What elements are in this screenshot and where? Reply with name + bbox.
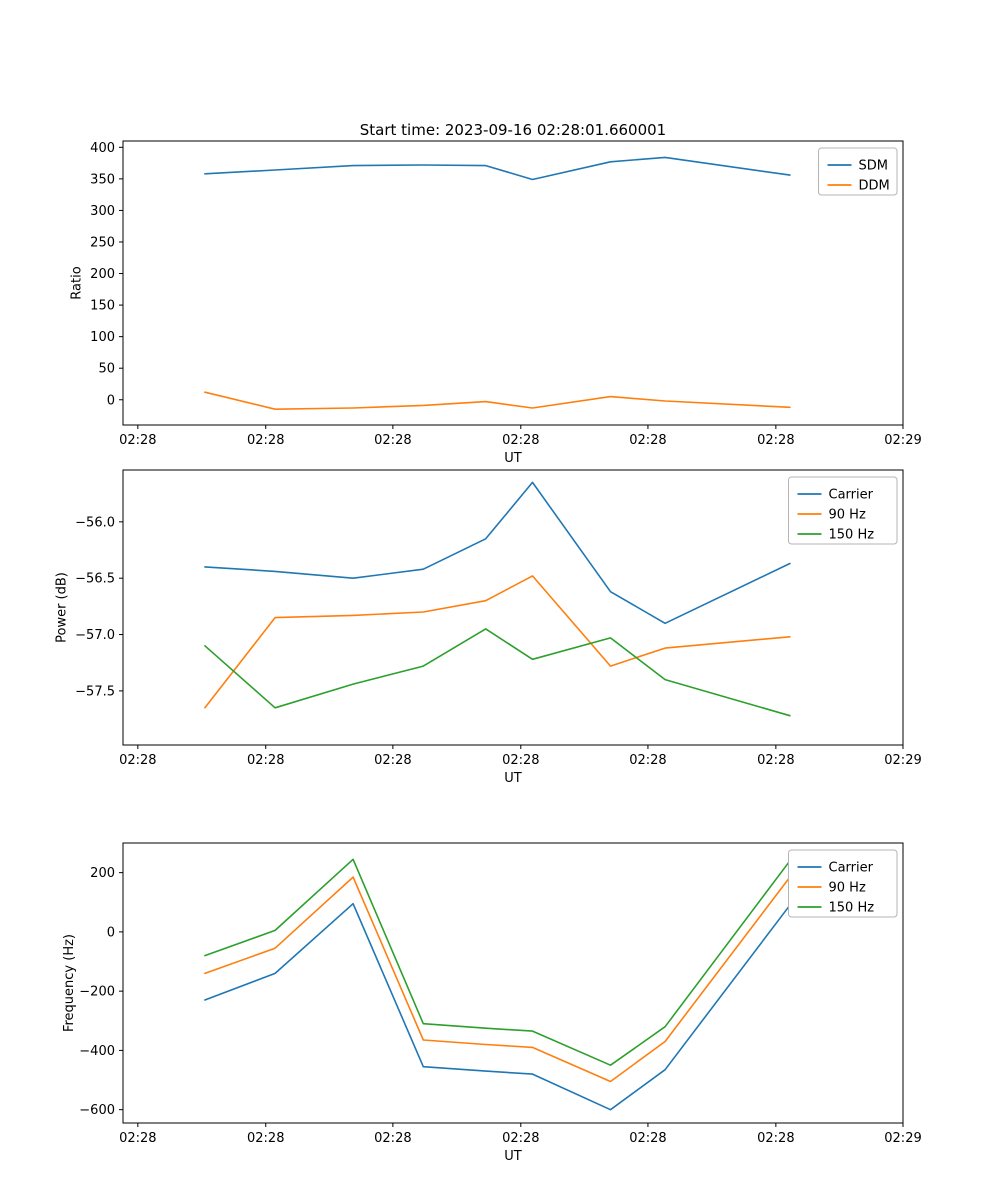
y-tick-label: −56.0 [75,515,115,530]
y-tick-label: −600 [79,1103,115,1118]
x-tick-label: 02:28 [629,753,666,768]
y-axis-label: Frequency (Hz) [62,934,77,1032]
frequency-subplot: −600 −400 −200 0 200 02:28 02:28 02:28 02:28 02:2… [62,842,922,1164]
x-tick-label: 02:28 [119,753,156,768]
x-tick-label: 02:29 [884,1131,921,1146]
x-axis-label: UT [504,771,522,786]
axes-frame [122,842,904,1124]
x-axis-label: UT [504,451,522,466]
figure-title: Start time: 2023-09-16 02:28:01.660001 [359,121,667,139]
x-tick-label: 02:28 [502,433,539,448]
x-tick-label: 02:28 [757,1131,794,1146]
x-tick-label: 02:28 [629,1131,666,1146]
legend-label-ddm: DDM [859,179,890,194]
series-line-ddm [204,391,791,411]
legend-label-150-hz: 150 Hz [829,528,875,543]
y-tick-label: 200 [90,866,115,881]
x-tick-label: 02:28 [119,433,156,448]
y-tick-label: 200 [90,267,115,282]
legend-label-90-hz: 90 Hz [829,508,866,523]
y-tick-label: −56.5 [75,572,115,587]
ratio-subplot: 0 50 100 150 200 250 300 350 400 02:28 02:28 02:28 0… [70,140,922,466]
series-line-sdm [204,156,791,181]
y-tick-label: 150 [90,299,115,314]
x-tick-label: 02:28 [374,433,411,448]
y-tick-label: 350 [90,172,115,187]
x-tick-label: 02:29 [884,433,921,448]
series-line-carrier [204,902,791,1111]
x-tick-label: 02:28 [374,753,411,768]
legend-label-150-hz: 150 Hz [829,901,875,916]
x-tick-label: 02:29 [884,753,921,768]
y-axis-label: Ratio [70,266,85,299]
y-tick-label: −57.0 [75,628,115,643]
legend-label-carrier: Carrier [829,488,874,503]
x-tick-label: 02:28 [502,753,539,768]
legend-box [818,147,898,196]
y-tick-label: 400 [90,141,115,156]
y-tick-label: −400 [79,1044,115,1059]
x-tick-label: 02:28 [119,1131,156,1146]
x-tick-label: 02:28 [757,753,794,768]
x-tick-label: 02:28 [757,433,794,448]
y-tick-label: −57.5 [75,684,115,699]
x-tick-label: 02:28 [247,753,284,768]
x-tick-label: 02:28 [247,433,284,448]
y-tick-label: 250 [90,235,115,250]
axes-frame [122,140,904,426]
y-axis-label: Power (dB) [55,572,70,643]
y-tick-label: 100 [90,330,115,345]
legend-label-sdm: SDM [859,159,888,174]
y-tick-label: 0 [107,925,115,940]
power-subplot: −57.5 −57.0 −56.5 −56.0 02:28 02:28 02:28 02:28… [55,469,922,786]
x-tick-label: 02:28 [502,1131,539,1146]
series-line-90-hz [204,876,791,1083]
legend-label-carrier: Carrier [829,861,874,876]
y-tick-label: 0 [107,393,115,408]
series-line-150-hz [204,858,791,1066]
x-tick-label: 02:28 [629,433,666,448]
x-axis-label: UT [504,1149,522,1164]
legend-label-90-hz: 90 Hz [829,881,866,896]
series-line-150-hz [204,628,791,717]
axes-frame [122,469,904,746]
series-line-carrier [204,481,791,625]
y-tick-label: 50 [98,362,115,377]
y-tick-label: 300 [90,204,115,219]
series-line-90-hz [204,575,791,709]
x-tick-label: 02:28 [374,1131,411,1146]
x-tick-label: 02:28 [247,1131,284,1146]
y-tick-label: −200 [79,985,115,1000]
